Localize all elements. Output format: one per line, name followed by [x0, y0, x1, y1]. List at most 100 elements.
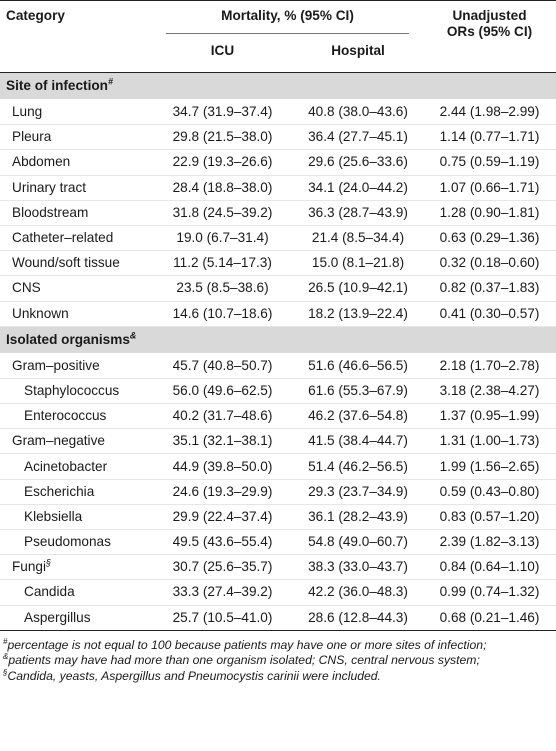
row-category: Bloodstream: [0, 200, 152, 226]
row-footnote-mark: §: [46, 557, 52, 568]
footnotes: #percentage is not equal to 100 because …: [0, 636, 556, 685]
row-icu-mortality: 22.9 (19.3–26.6): [152, 149, 293, 176]
table-row: Catheter–related 19.0 (6.7–31.4) 21.4 (8.5…: [0, 225, 556, 252]
row-category: CNS: [0, 275, 152, 302]
row-category: Gram–positive: [0, 353, 152, 379]
row-hospital-mortality: 40.8 (38.0–43.6): [293, 99, 423, 126]
row-category: Acinetobacter: [0, 453, 152, 480]
header-row: Category Mortality, % (95% CI) Unadjuste…: [0, 0, 556, 39]
row-category-name: Wound/soft tissue: [12, 255, 120, 271]
row-hospital-mortality: 54.8 (49.0–60.7): [293, 529, 423, 556]
section-title-text: Isolated organisms: [6, 331, 130, 347]
subheader-cells: ICU Hospital: [152, 33, 423, 72]
row-unadjusted-or: 2.18 (1.70–2.78): [423, 353, 556, 379]
row-hospital-mortality: 38.3 (33.0–43.7): [293, 554, 423, 581]
row-unadjusted-or: 2.39 (1.82–3.13): [423, 529, 556, 556]
row-hospital-mortality: 36.1 (28.2–43.9): [293, 504, 423, 531]
row-hospital-mortality: 46.2 (37.6–54.8): [293, 403, 423, 430]
row-hospital-mortality: 26.5 (10.9–42.1): [293, 275, 423, 302]
row-category-name: Gram–positive: [12, 357, 100, 373]
row-icu-mortality: 56.0 (49.6–62.5): [152, 378, 293, 405]
table-row: Wound/soft tissue 11.2 (5.14–17.3) 15.0 (8…: [0, 250, 556, 277]
footnote-mark: §: [3, 667, 8, 677]
row-hospital-mortality: 28.6 (12.8–44.3): [293, 605, 423, 631]
table-row: Urinary tract 28.4 (18.8–38.0) 34.1 (24.0–…: [0, 175, 556, 201]
table-row: Aspergillus 25.7 (10.5–41.0) 28.6 (12.8–44…: [0, 605, 556, 631]
row-icu-mortality: 29.9 (22.4–37.4): [152, 504, 293, 531]
row-category: Pseudomonas: [0, 529, 152, 556]
row-category-name: Aspergillus: [24, 609, 91, 625]
row-category: Candida: [0, 579, 152, 606]
section-footnote-mark: &: [129, 330, 137, 341]
table-row: Acinetobacter 44.9 (39.8–50.0) 51.4 (46.2–…: [0, 453, 556, 480]
header-category: Category: [6, 8, 65, 23]
row-icu-mortality: 40.2 (31.7–48.6): [152, 403, 293, 430]
footnote-line: &patients may have had more than one org…: [3, 653, 556, 669]
row-category: Urinary tract: [0, 175, 152, 201]
row-icu-mortality: 29.8 (21.5–38.0): [152, 124, 293, 151]
row-category: Klebsiella: [0, 504, 152, 531]
row-icu-mortality: 24.6 (19.3–29.9): [152, 479, 293, 505]
row-icu-mortality: 23.5 (8.5–38.6): [152, 275, 293, 302]
row-icu-mortality: 33.3 (27.4–39.2): [152, 579, 293, 606]
row-icu-mortality: 31.8 (24.5–39.2): [152, 200, 293, 226]
row-category-name: CNS: [12, 280, 41, 296]
subheader-row: ICU Hospital: [0, 33, 556, 72]
row-category-name: Klebsiella: [24, 508, 83, 524]
row-unadjusted-or: 0.99 (0.74–1.32): [423, 579, 556, 606]
row-hospital-mortality: 34.1 (24.0–44.2): [293, 175, 423, 201]
row-category: Abdomen: [0, 149, 152, 176]
row-unadjusted-or: 0.75 (0.59–1.19): [423, 149, 556, 176]
row-hospital-mortality: 41.5 (38.4–44.7): [293, 428, 423, 455]
header-unadjusted-line2: ORs (95% CI): [446, 24, 533, 39]
row-category-name: Unknown: [12, 305, 69, 321]
mortality-table: Category Mortality, % (95% CI) Unadjuste…: [0, 0, 556, 631]
footnote-mark: #: [3, 636, 8, 646]
mortality-subrule: [166, 33, 409, 34]
row-icu-mortality: 49.5 (43.6–55.4): [152, 529, 293, 556]
row-category-name: Gram–negative: [12, 433, 105, 449]
section-title: Site of infection#: [0, 72, 556, 100]
row-unadjusted-or: 3.18 (2.38–4.27): [423, 378, 556, 405]
table-body: Site of infection# Lung 34.7 (31.9–37.4) 40…: [0, 72, 556, 631]
row-unadjusted-or: 2.44 (1.98–2.99): [423, 99, 556, 126]
row-hospital-mortality: 15.0 (8.1–21.8): [293, 250, 423, 277]
row-category-name: Catheter–related: [12, 230, 114, 246]
row-icu-mortality: 14.6 (10.7–18.6): [152, 301, 293, 327]
row-category: Wound/soft tissue: [0, 250, 152, 277]
row-hospital-mortality: 61.6 (55.3–67.9): [293, 378, 423, 405]
table-row: Klebsiella 29.9 (22.4–37.4) 36.1 (28.2–43.…: [0, 504, 556, 531]
table-row: Candida 33.3 (27.4–39.2) 42.2 (36.0–48.3) 0…: [0, 579, 556, 606]
row-unadjusted-or: 1.37 (0.95–1.99): [423, 403, 556, 430]
header-unadjusted-or: Unadjusted ORs (95% CI): [423, 1, 556, 73]
table-row: Fungi§ 30.7 (25.6–35.7) 38.3 (33.0–43.7) 0.…: [0, 554, 556, 581]
table-row: Unknown 14.6 (10.7–18.6) 18.2 (13.9–22.4) 0…: [0, 301, 556, 327]
header-mortality: Mortality, % (95% CI): [152, 1, 423, 34]
row-hospital-mortality: 29.6 (25.6–33.6): [293, 149, 423, 176]
row-unadjusted-or: 0.83 (0.57–1.20): [423, 504, 556, 531]
footnote-line: #percentage is not equal to 100 because …: [3, 636, 556, 654]
table-row: CNS 23.5 (8.5–38.6) 26.5 (10.9–42.1) 0.82 (…: [0, 275, 556, 302]
row-category: Pleura: [0, 124, 152, 151]
row-icu-mortality: 45.7 (40.8–50.7): [152, 353, 293, 379]
row-category: Lung: [0, 99, 152, 126]
row-icu-mortality: 30.7 (25.6–35.7): [152, 554, 293, 581]
row-unadjusted-or: 0.59 (0.43–0.80): [423, 479, 556, 505]
row-unadjusted-or: 0.84 (0.64–1.10): [423, 554, 556, 581]
table-row: Bloodstream 31.8 (24.5–39.2) 36.3 (28.7–43…: [0, 200, 556, 226]
row-unadjusted-or: 0.32 (0.18–0.60): [423, 250, 556, 277]
row-icu-mortality: 25.7 (10.5–41.0): [152, 605, 293, 631]
section-row: Site of infection#: [0, 72, 556, 100]
table-row: Abdomen 22.9 (19.3–26.6) 29.6 (25.6–33.6) 0…: [0, 149, 556, 176]
footnote-text: patients may have had more than one orga…: [8, 653, 480, 668]
row-category-name: Fungi: [12, 559, 47, 575]
header-mortality-label: Mortality, % (95% CI): [221, 8, 354, 23]
row-category: Unknown: [0, 301, 152, 327]
row-hospital-mortality: 36.4 (27.7–45.1): [293, 124, 423, 151]
row-category: Escherichia: [0, 479, 152, 505]
row-icu-mortality: 28.4 (18.8–38.0): [152, 175, 293, 201]
section-row: Isolated organisms&: [0, 326, 556, 354]
row-hospital-mortality: 51.6 (46.6–56.5): [293, 353, 423, 379]
table-row: Pseudomonas 49.5 (43.6–55.4) 54.8 (49.0–60…: [0, 529, 556, 556]
table-row: Lung 34.7 (31.9–37.4) 40.8 (38.0–43.6) 2.44…: [0, 99, 556, 126]
